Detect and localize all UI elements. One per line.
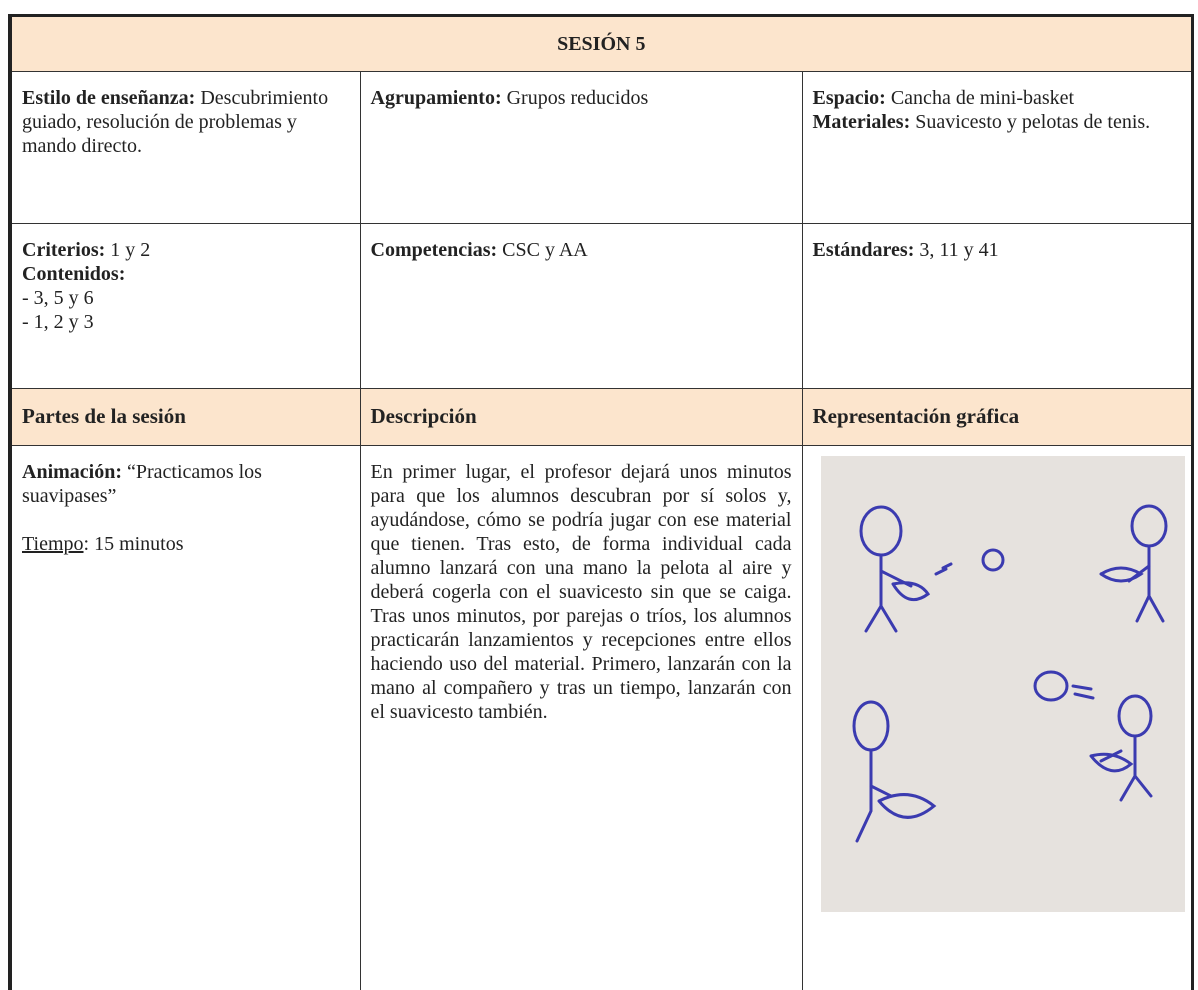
label: Estándares: [813, 239, 915, 261]
label: Contenidos: [22, 263, 125, 285]
text: - 3, 5 y 6 [22, 287, 94, 309]
label: Animación: [22, 461, 122, 483]
session-title: SESIÓN 5 [10, 16, 1192, 72]
label: Estilo de enseñanza: [22, 87, 195, 109]
label: Agrupamiento: [371, 87, 502, 109]
session-table: SESIÓN 5 Estilo de enseñanza: Descubrimi… [8, 14, 1194, 990]
text: 1 y 2 [110, 239, 150, 261]
info-row: Estilo de enseñanza: Descubrimiento guia… [10, 72, 1192, 224]
column-header: Descripción [360, 389, 802, 446]
cell: Animación: “Practicamos los suavipases”T… [10, 446, 360, 990]
label: Criterios: [22, 239, 105, 261]
sketch [821, 456, 1185, 912]
header-row: Partes de la sesión Descripción Represen… [10, 389, 1192, 446]
column-header: Representación gráfica [802, 389, 1192, 446]
title-row: SESIÓN 5 [10, 16, 1192, 72]
text: - 1, 2 y 3 [22, 311, 94, 333]
page: SESIÓN 5 Estilo de enseñanza: Descubrimi… [0, 0, 1198, 964]
cell [802, 446, 1192, 990]
label: Competencias: [371, 239, 498, 261]
part-row: Animación: “Practicamos los suavipases”T… [10, 446, 1192, 990]
column-header: Partes de la sesión [10, 389, 360, 446]
description: En primer lugar, el profesor dejará unos… [360, 446, 802, 990]
text: : 15 minutos [84, 533, 184, 555]
label: Espacio: [813, 87, 886, 109]
label: Materiales: [813, 111, 911, 133]
cell: Estándares: 3, 11 y 41 [802, 224, 1192, 389]
text: Suavicesto y pelotas de tenis. [915, 111, 1150, 133]
label: Tiempo [22, 533, 84, 555]
text: 3, 11 y 41 [919, 239, 998, 261]
cell: Agrupamiento: Grupos reducidos [360, 72, 802, 224]
cell: Estilo de enseñanza: Descubrimiento guia… [10, 72, 360, 224]
text: CSC y AA [502, 239, 588, 261]
text: Grupos reducidos [507, 87, 649, 109]
cell: Competencias: CSC y AA [360, 224, 802, 389]
text: Cancha de mini-basket [891, 87, 1074, 109]
